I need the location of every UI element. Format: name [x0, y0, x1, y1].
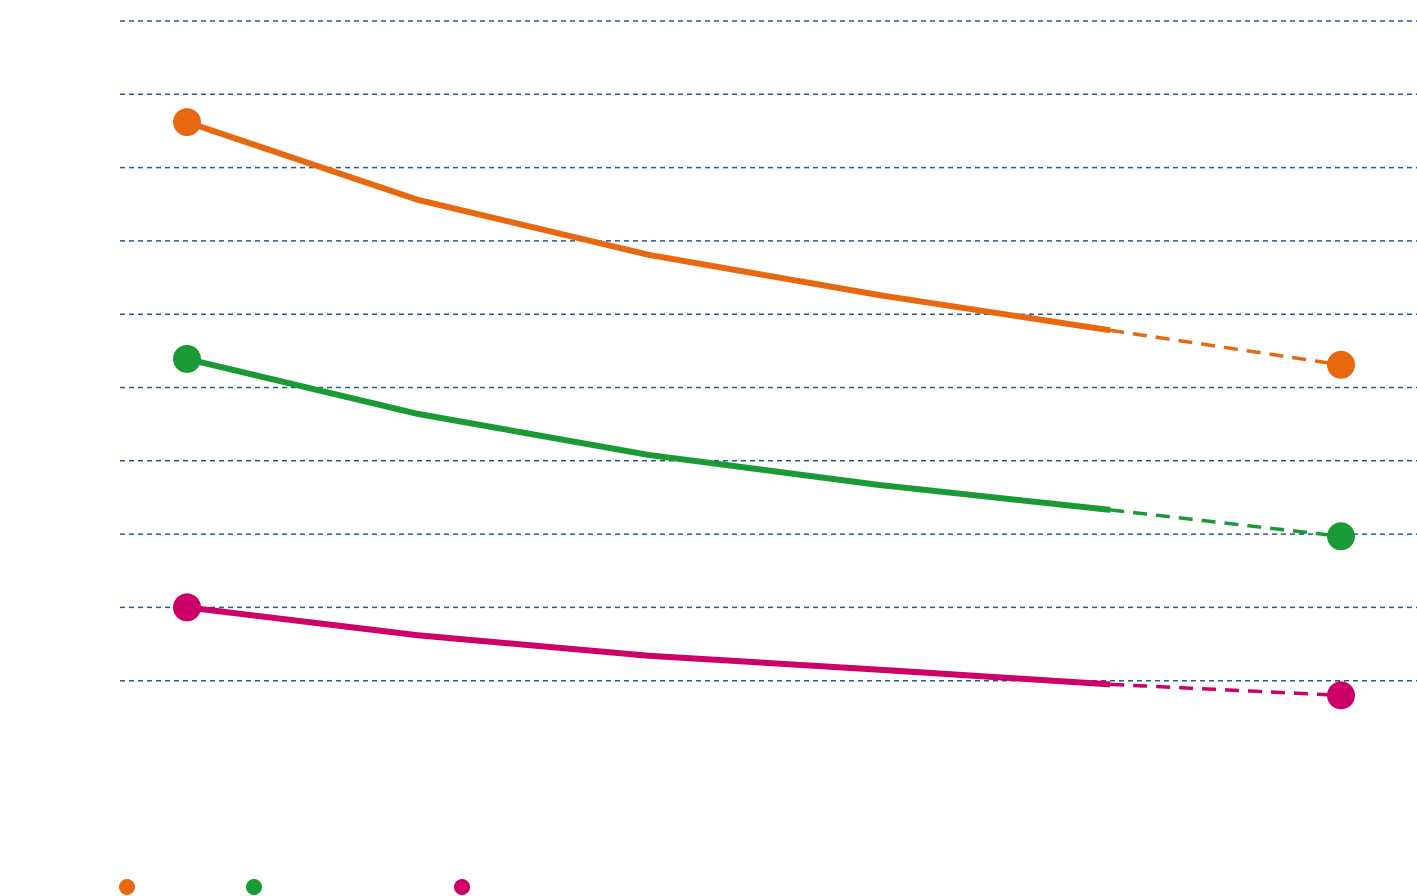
projection-line — [1110, 682, 1342, 698]
point-marker — [1327, 350, 1355, 379]
line — [186, 355, 1111, 513]
line — [186, 119, 1111, 334]
legend-swatch — [246, 879, 262, 895]
legend-swatch — [454, 879, 470, 895]
point-marker — [173, 108, 201, 137]
point-marker — [173, 593, 201, 622]
point-marker — [173, 344, 201, 373]
point-marker — [1327, 522, 1355, 551]
projection-line — [1110, 508, 1342, 539]
legend-swatch — [119, 879, 135, 895]
point-marker — [1327, 681, 1355, 710]
line — [186, 604, 1111, 688]
projection-line — [1109, 328, 1342, 367]
